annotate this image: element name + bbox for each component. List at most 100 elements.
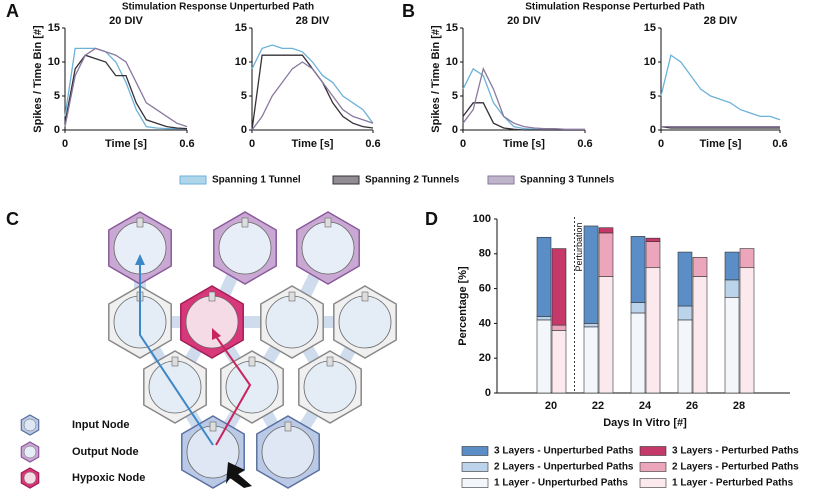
node-tab [324,217,332,228]
bar-segment [630,312,646,394]
bar-segment [598,232,614,277]
y-tick-label: 15 [48,22,60,34]
node-well [218,221,272,275]
bar-segment [724,279,740,298]
bar-segment [630,236,646,303]
y-tick-label: 0 [452,124,458,136]
legend-swatch [487,175,515,185]
stimulus [226,462,252,488]
line-series [462,102,585,131]
bar-segment [583,323,599,328]
chart-title: 20 DIV [109,15,143,27]
legend-swatch [639,446,667,456]
bar-segment [645,241,661,269]
node-tab [284,421,292,432]
bar-segment [739,248,755,269]
node-tab [208,291,216,302]
y-tick-label: 0 [650,124,656,136]
node-well [303,360,357,414]
node-well [185,295,239,349]
legend-label: Input Node [72,419,129,431]
path-unperturbed [139,262,214,446]
path-perturbed [214,334,252,446]
legend-swatch [461,446,489,456]
legend-label: Spanning 1 Tunnel [212,175,301,186]
bar-segment [598,276,614,394]
y-tick-label: 40 [479,317,491,329]
line-series [660,125,780,129]
x-tick-label: 0 [249,138,255,150]
y-tick-label: 5 [650,90,656,102]
chart-title: 20 DIV [507,15,541,27]
x-tick-label: 0.6 [365,138,380,150]
panel-label: C [6,209,19,229]
bar-segment [551,330,567,394]
legend-label: 3 Layers - Perturbed Paths [672,446,799,457]
legend-label: Spanning 3 Tunnels [520,175,615,186]
node-well [225,360,279,414]
legend-label: Output Node [72,446,139,458]
chart-title: 28 DIV [296,15,330,27]
y-tick-label: 5 [452,90,458,102]
node-tab [241,217,249,228]
chart-title: 28 DIV [704,15,738,27]
bar-segment [645,237,661,242]
y-tick-label: 0 [54,124,60,136]
legend-swatch [179,175,207,185]
bar-segment [630,302,646,314]
bar-segment [645,267,661,394]
legend-label: 1 Layer - Unperturbed Paths [494,478,628,489]
x-tick-label: 0 [460,138,466,150]
legend-node-well [23,445,37,459]
node-well [338,295,392,349]
arrow-head [212,328,221,340]
group-title: Stimulation Response Perturbed Path [525,2,704,13]
legend-label: Spanning 2 Tunnels [365,175,460,186]
y-tick-label: 60 [479,283,491,295]
node-tab [288,291,296,302]
legend-swatch [639,478,667,488]
bar-segment [536,316,552,321]
y-tick-label: 10 [446,56,458,68]
y-tick-label: 15 [644,22,656,34]
y-tick-label: 20 [479,352,491,364]
x-tick-label: 0.6 [577,138,592,150]
bar-segment [677,251,693,307]
legend-swatch [461,462,489,472]
x-axis-label: Time [s] [503,138,545,150]
line-series [251,44,374,124]
x-tick-label: 0.6 [179,138,194,150]
node-tab [361,291,369,302]
panel-label: A [6,1,19,21]
legend-label: 1 Layer - Perturbed Paths [672,478,794,489]
bar-segment [692,256,708,277]
node-tab [326,356,334,367]
node-tab [171,356,179,367]
bar-segment [677,305,693,321]
legend-label: 3 Layers - Unperturbed Paths [494,446,634,457]
bar-segment [551,248,567,326]
line-series [64,47,187,130]
x-tick-label: 22 [592,400,604,412]
legend-label: Hypoxic Node [72,472,145,484]
y-axis-label: Spikes / Time Bin [#] [430,25,442,133]
arrow-head [135,254,145,265]
y-tick-label: 100 [473,213,491,225]
legend-label: 2 Layers - Perturbed Paths [672,462,799,473]
panel-label: D [425,209,438,229]
node-tab [248,356,256,367]
x-axis-label: Time [s] [292,138,334,150]
node-well [301,221,355,275]
y-axis-label: Spikes / Time Bin [#] [32,25,44,133]
node-well [261,425,315,479]
x-axis-label: Time [s] [700,138,742,150]
bar-segment [724,251,740,281]
y-tick-label: 5 [241,90,247,102]
y-tick-label: 0 [485,387,491,399]
x-tick-label: 20 [545,400,557,412]
x-axis-label: Days In Vitro [#] [603,417,687,429]
bar-segment [551,324,567,331]
y-tick-label: 80 [479,248,491,260]
line-series [660,54,781,121]
bar-segment [536,319,552,394]
